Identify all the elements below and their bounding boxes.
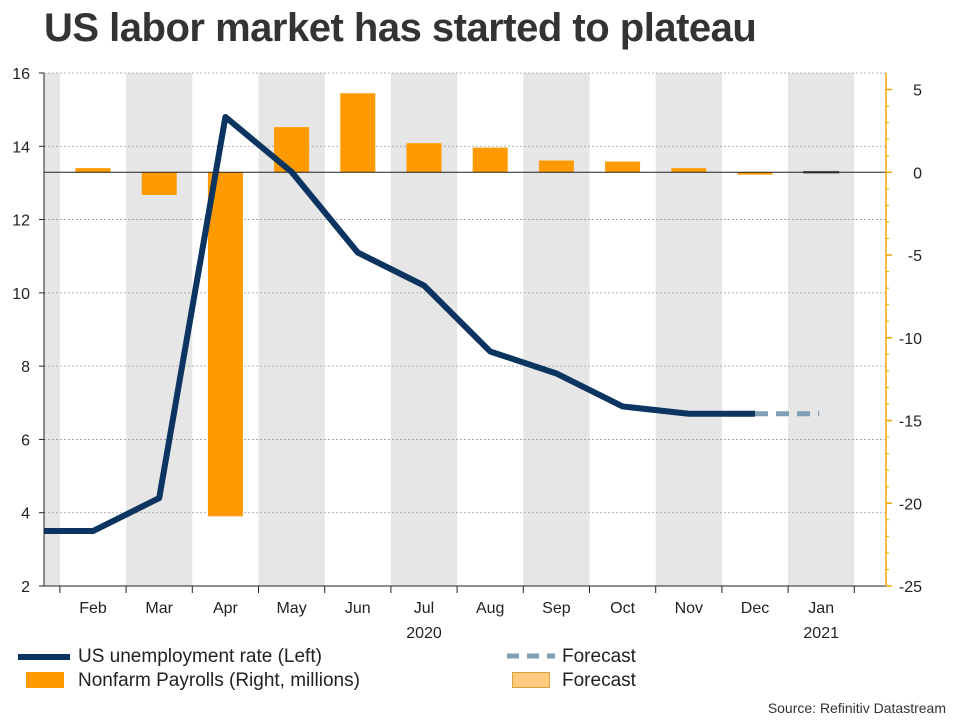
payroll-bar-feb (75, 168, 111, 173)
right-tick-label: -10 (899, 331, 922, 348)
axes (39, 72, 892, 593)
left-tick-label: 4 (21, 506, 30, 523)
left-tick-label: 14 (12, 139, 30, 156)
payroll-bar-jul (406, 143, 442, 173)
shade-band (788, 73, 855, 586)
legend-forecast-line-label: Forecast (562, 646, 636, 667)
month-shading (44, 73, 855, 586)
shade-band (523, 73, 590, 586)
legend-payrolls-label: Nonfarm Payrolls (Right, millions) (78, 670, 360, 691)
payroll-bar-dec (737, 172, 773, 175)
x-tick-label-sep: Sep (542, 600, 571, 617)
year-label-2020: 2020 (406, 625, 442, 642)
x-tick-label-jan: Jan (808, 600, 834, 617)
payroll-bar-sep (538, 160, 574, 173)
payroll-bar-nov (671, 168, 707, 173)
right-tick-label: -5 (908, 248, 922, 265)
left-tick-label: 6 (21, 432, 30, 449)
chart-title: US labor market has started to plateau (44, 6, 757, 50)
x-tick-label-nov: Nov (675, 600, 703, 617)
tick-labels: 2 4 6 8 10 12 14 16 5 0 -5 -10 -15 -20 -25 Feb Mar Apr May… (12, 66, 922, 642)
year-label-2021: 2021 (803, 625, 839, 642)
chart-area: 2 4 6 8 10 12 14 16 5 0 -5 -10 -15 -20 -25 Feb Mar Apr May… (12, 66, 922, 642)
shade-band (655, 73, 722, 586)
right-tick-label: -20 (899, 496, 922, 513)
x-tick-label-dec: Dec (741, 600, 769, 617)
payroll-bar-aug (472, 147, 508, 173)
source-note: Source: Refinitiv Datastream (767, 700, 946, 716)
x-tick-label-aug: Aug (476, 600, 504, 617)
x-tick-label-oct: Oct (610, 600, 635, 617)
x-tick-label-feb: Feb (79, 600, 107, 617)
unemployment-lines (44, 113, 820, 535)
right-tick-label: -15 (899, 414, 922, 431)
left-tick-label: 2 (21, 579, 30, 596)
shade-band (44, 73, 60, 586)
left-tick-label: 10 (12, 286, 30, 303)
right-tick-label: -25 (899, 579, 922, 596)
legend-forecast-line-swatch (507, 653, 555, 659)
x-tick-label-apr: Apr (213, 600, 239, 617)
left-tick-label: 8 (21, 359, 30, 376)
unemployment-line (44, 113, 755, 535)
x-tick-label-may: May (276, 600, 306, 617)
payroll-bar-oct (605, 161, 641, 173)
left-tick-label: 16 (12, 66, 30, 83)
left-tick-label: 12 (12, 213, 30, 230)
legend-forecast-bar-label: Forecast (562, 670, 636, 691)
right-tick-label: 5 (913, 83, 922, 100)
payroll-bar-jun (340, 93, 376, 173)
legend-forecast-bar-swatch (512, 672, 550, 688)
x-tick-label-jun: Jun (345, 600, 371, 617)
gridlines (44, 72, 886, 514)
payroll-bars (44, 93, 886, 517)
legend-unemployment-swatch (18, 654, 70, 660)
legend-payrolls-swatch (26, 672, 64, 688)
payroll-bar-mar (141, 172, 177, 195)
payroll-bar-apr (207, 172, 243, 517)
legend-unemployment-label: US unemployment rate (Left) (78, 646, 322, 667)
x-tick-label-mar: Mar (145, 600, 173, 617)
right-tick-label: 0 (913, 165, 922, 182)
x-tick-label-jul: Jul (414, 600, 434, 617)
